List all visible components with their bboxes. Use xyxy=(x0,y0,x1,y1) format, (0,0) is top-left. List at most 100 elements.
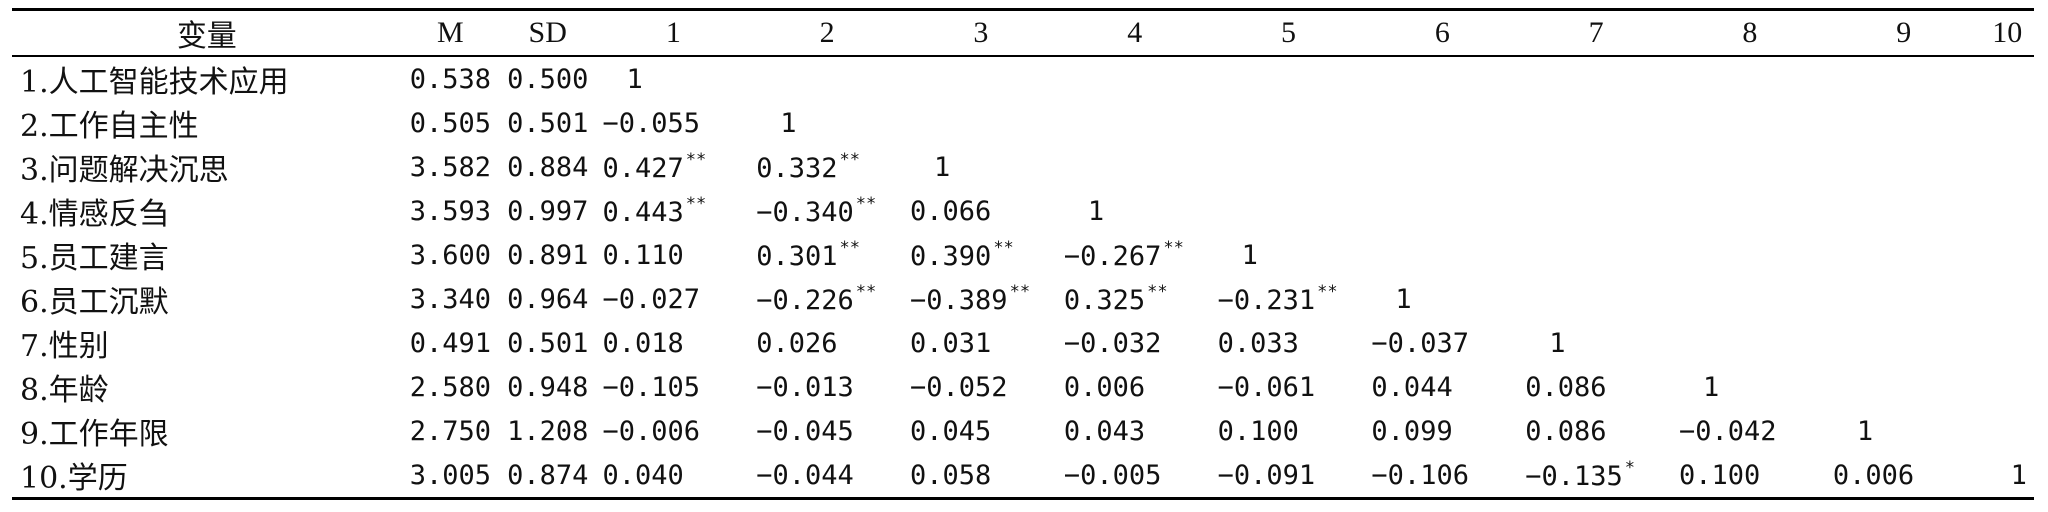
significance-marker: ** xyxy=(993,238,1014,258)
correlation-cell: −0.106 xyxy=(1365,453,1519,499)
empty-cell xyxy=(1058,56,1212,101)
correlation-value: −0.044 xyxy=(756,459,854,491)
header-col-4: 2 xyxy=(819,16,835,49)
variable-name: 6.员工沉默 xyxy=(20,285,169,320)
empty-cell xyxy=(1365,233,1519,277)
correlation-value: −0.061 xyxy=(1217,371,1316,403)
correlation-cell: −0.037 xyxy=(1365,321,1519,365)
empty-cell xyxy=(1058,145,1212,189)
correlation-cell: 0.018 xyxy=(596,321,750,365)
correlation-cell: 0.301 ** xyxy=(750,233,904,277)
empty-cell xyxy=(1212,189,1366,233)
empty-cell xyxy=(1519,145,1673,189)
sd-value: 0.891 xyxy=(507,239,589,271)
correlation-value: 1 xyxy=(1241,239,1258,271)
correlation-cell: 0.086 xyxy=(1519,365,1673,409)
correlation-cell: 0.033 xyxy=(1212,321,1366,365)
correlation-cell: −0.135 * xyxy=(1519,453,1673,499)
empty-cell xyxy=(904,56,1058,101)
sd-value: 0.884 xyxy=(507,151,589,183)
significance-marker: ** xyxy=(1009,282,1031,302)
correlation-cell: −0.013 xyxy=(750,365,904,409)
correlation-value: 0.086 xyxy=(1525,415,1607,447)
correlation-cell: −0.045 xyxy=(750,409,904,453)
empty-cell xyxy=(1519,101,1673,145)
correlation-value: −0.091 xyxy=(1217,459,1316,491)
correlation-value: 1 xyxy=(2010,459,2027,491)
variable-name: 3.问题解决沉思 xyxy=(20,153,229,188)
correlation-cell: −0.226 ** xyxy=(750,277,904,321)
correlation-value: 1 xyxy=(1856,415,1874,447)
correlation-cell: −0.044 xyxy=(750,453,904,499)
diagonal-cell: 1 xyxy=(1827,409,1981,453)
significance-marker: ** xyxy=(839,238,860,258)
mean-value: 3.600 xyxy=(409,239,491,271)
diagonal-cell: 1 xyxy=(904,145,1058,189)
correlation-cell: −0.340 ** xyxy=(750,189,904,233)
correlation-value: 0.045 xyxy=(910,415,992,447)
mean-value: 2.750 xyxy=(409,415,491,447)
mean-value: 2.580 xyxy=(409,371,491,403)
sd-value: 0.874 xyxy=(507,459,589,491)
correlation-value: 1 xyxy=(626,63,643,95)
table-row: 8.年龄 2.580 0.948 −0.105 −0.013 −0.052 0.006 −0.… xyxy=(12,365,2034,409)
empty-cell xyxy=(1365,101,1519,145)
correlation-cell: 0.058 xyxy=(904,453,1058,499)
correlation-value: −0.032 xyxy=(1063,327,1162,359)
empty-cell xyxy=(1673,233,1827,277)
table-row: 4.情感反刍 3.593 0.997 0.443 ** −0.340 ** 0.066 1 xyxy=(12,189,2034,233)
header-col-1: M xyxy=(436,16,464,49)
correlation-cell: 0.006 xyxy=(1058,365,1212,409)
empty-cell xyxy=(1212,56,1366,101)
empty-cell xyxy=(1981,145,2034,189)
header-col-7: 5 xyxy=(1281,16,1297,49)
empty-cell xyxy=(1981,233,2034,277)
empty-cell xyxy=(1365,56,1519,101)
header-variable: 变量 xyxy=(176,20,237,53)
empty-cell xyxy=(1212,101,1366,145)
table-row: 9.工作年限 2.750 1.208 −0.006 −0.045 0.045 0.043 0.… xyxy=(12,409,2034,453)
correlation-value: −0.267 xyxy=(1063,241,1162,272)
empty-cell xyxy=(1827,189,1981,233)
header-col-3: 1 xyxy=(665,16,681,49)
empty-cell xyxy=(1365,189,1519,233)
header-col-9: 7 xyxy=(1588,16,1604,49)
correlation-value: 0.390 xyxy=(910,241,992,272)
correlation-cell: 0.332 ** xyxy=(750,145,904,189)
correlation-value: 0.006 xyxy=(1832,459,1915,491)
sd-value: 0.964 xyxy=(507,283,589,315)
correlation-value: −0.135 xyxy=(1525,461,1623,492)
correlation-value: 0.100 xyxy=(1217,415,1299,447)
correlation-value: 0.026 xyxy=(756,327,838,359)
correlation-value: 0.066 xyxy=(910,195,992,227)
correlation-value: 1 xyxy=(1395,283,1412,315)
correlation-cell: −0.005 xyxy=(1058,453,1212,499)
correlation-cell: −0.027 xyxy=(596,277,750,321)
correlation-cell: 0.100 xyxy=(1212,409,1366,453)
mean-value: 3.582 xyxy=(409,151,491,183)
header-col-11: 9 xyxy=(1896,16,1912,49)
correlation-cell: −0.042 xyxy=(1673,409,1827,453)
correlation-value: −0.006 xyxy=(602,415,700,447)
correlation-cell: −0.091 xyxy=(1212,453,1366,499)
mean-value: 3.593 xyxy=(409,195,491,227)
empty-cell xyxy=(1827,277,1981,321)
correlation-value: −0.037 xyxy=(1371,327,1469,359)
variable-name: 2.工作自主性 xyxy=(20,109,199,144)
correlation-value: 0.043 xyxy=(1063,415,1146,447)
correlation-value: −0.105 xyxy=(602,371,700,403)
correlation-value: 0.110 xyxy=(602,239,684,271)
empty-cell xyxy=(750,56,904,101)
correlation-value: 1 xyxy=(1549,327,1566,359)
correlation-value: −0.389 xyxy=(910,285,1008,316)
empty-cell xyxy=(1827,321,1981,365)
empty-cell xyxy=(904,101,1058,145)
correlation-table-container: 变量 M SD 1 2 3 4 5 6 7 8 9 10 1.人工智能技术应用 0.538 0.500 1 2.… xyxy=(12,8,2034,500)
significance-marker: ** xyxy=(685,194,707,214)
empty-cell xyxy=(1058,101,1212,145)
correlation-value: 1 xyxy=(1703,371,1720,403)
diagonal-cell: 1 xyxy=(1981,453,2034,499)
table-row: 2.工作自主性 0.505 0.501 −0.055 1 xyxy=(12,101,2034,145)
diagonal-cell: 1 xyxy=(1519,321,1673,365)
correlation-cell: 0.086 xyxy=(1519,409,1673,453)
